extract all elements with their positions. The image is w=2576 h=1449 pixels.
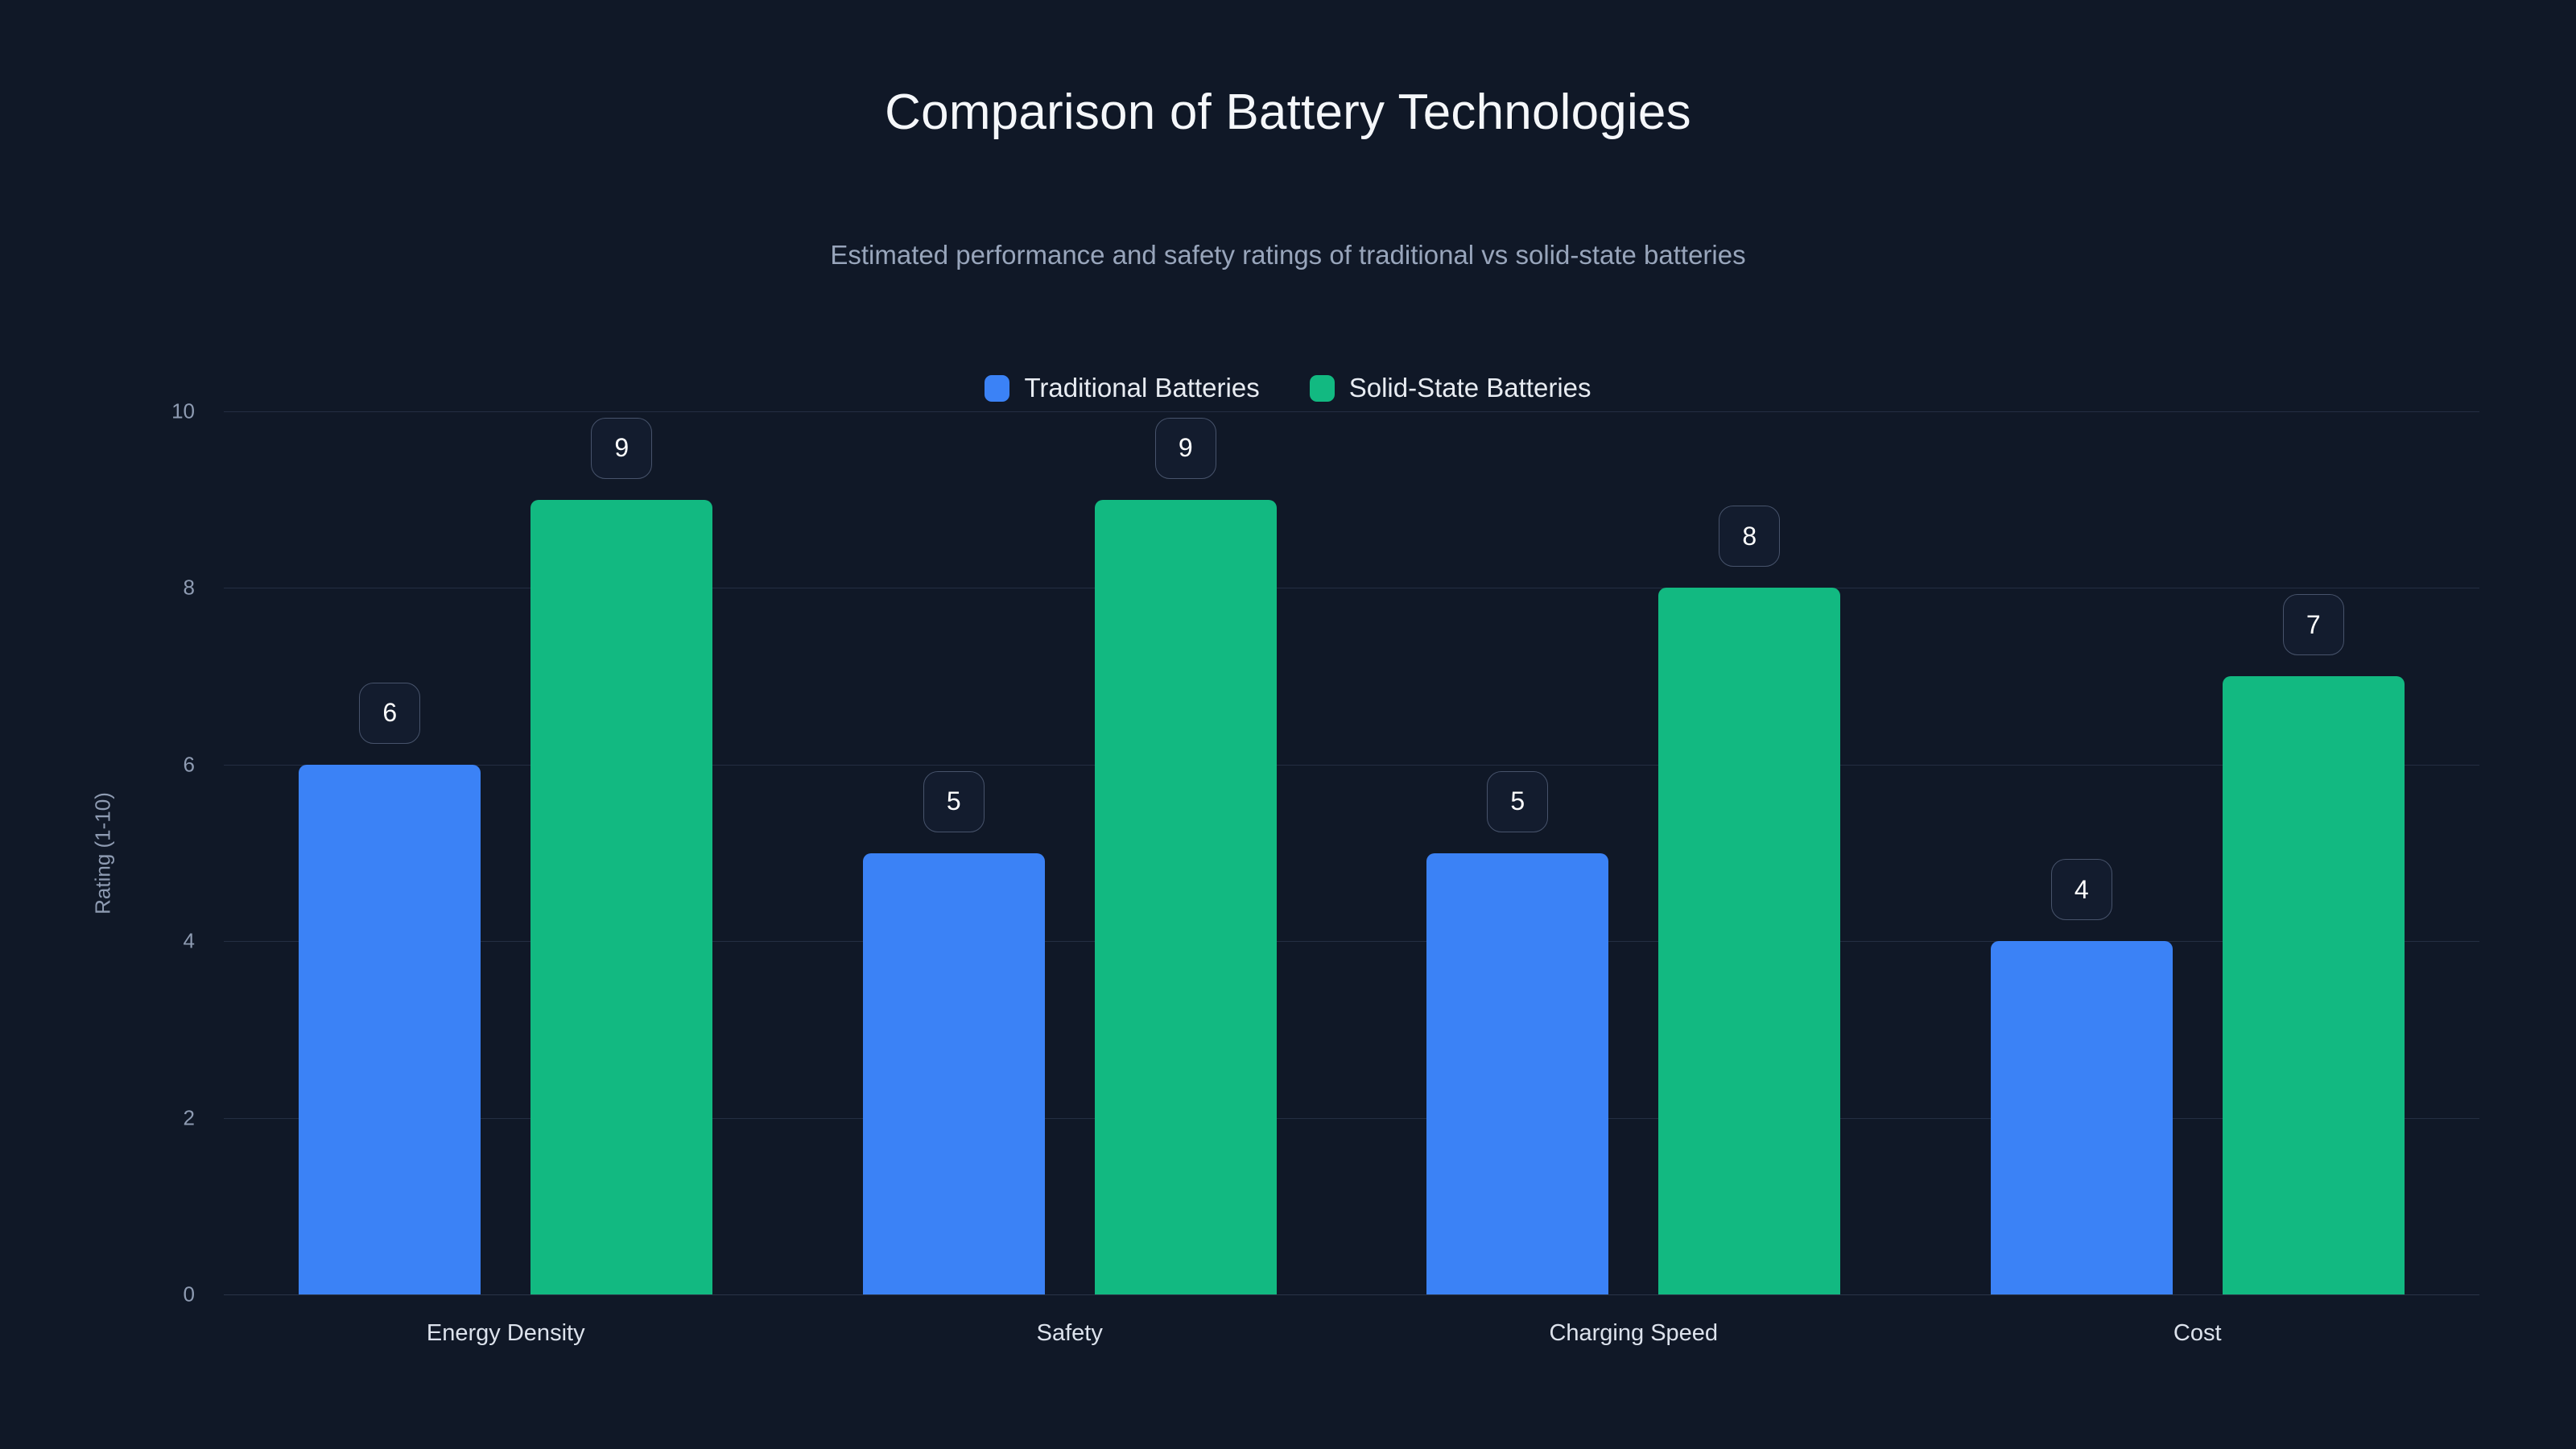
x-axis-category-label: Safety (1036, 1320, 1103, 1346)
gridline (224, 411, 2479, 412)
bar[interactable] (1426, 852, 1609, 1294)
bar-series-layer: 6 9 5 9 5 8 4 7 (224, 411, 2479, 1294)
chart-title: Comparison of Battery Technologies (885, 85, 1691, 140)
x-axis-category-labels: Energy Density Safety Charging Speed Cost (224, 1320, 2479, 1368)
bar-value-label: 6 (359, 682, 421, 744)
bar-value-label: 5 (1487, 770, 1549, 832)
bar[interactable] (1990, 941, 2173, 1294)
bar-value-label: 8 (1719, 506, 1781, 568)
y-axis-tick-labels: 10 8 6 4 2 0 (0, 399, 224, 1307)
y-axis-tick-label: 8 (183, 575, 195, 600)
bar-value-label: 5 (923, 770, 985, 832)
bar-value-label: 9 (591, 417, 653, 479)
y-axis-title: Rating (1-10) (90, 792, 115, 914)
chart-legend: Traditional Batteries Solid-State Batteri… (0, 373, 2576, 403)
x-axis-category-label: Cost (2173, 1320, 2222, 1346)
legend-label: Solid-State Batteries (1348, 373, 1591, 402)
bar-value-label: 7 (2282, 594, 2344, 656)
legend-color-swatch (985, 374, 1010, 402)
gridline (224, 941, 2479, 943)
legend-label: Traditional Batteries (1024, 373, 1260, 402)
y-axis-tick-label: 10 (171, 398, 195, 423)
x-axis-category-label: Charging Speed (1549, 1320, 1719, 1346)
bar[interactable] (530, 499, 713, 1294)
bar[interactable] (1094, 499, 1277, 1294)
gridline (224, 1117, 2479, 1119)
bar-value-label: 4 (2050, 859, 2112, 921)
legend-item[interactable]: Traditional Batteries (985, 373, 1260, 403)
plot-area: 6 9 5 9 5 8 4 7 (224, 411, 2479, 1295)
gridline (224, 764, 2479, 766)
y-axis-tick-label: 4 (183, 928, 195, 953)
legend-item[interactable]: Solid-State Batteries (1309, 373, 1591, 403)
bar[interactable] (862, 852, 1045, 1294)
y-axis-tick-label: 6 (183, 752, 195, 777)
bar[interactable] (1658, 588, 1841, 1294)
y-axis-tick-label: 0 (183, 1282, 195, 1307)
gridline (224, 1294, 2479, 1295)
y-axis-tick-label: 2 (183, 1105, 195, 1130)
chart-subtitle: Estimated performance and safety ratings… (830, 240, 1746, 270)
bar-value-label: 9 (1154, 417, 1216, 479)
bar[interactable] (2222, 676, 2405, 1294)
x-axis-category-label: Energy Density (426, 1320, 585, 1346)
legend-color-swatch (1309, 374, 1335, 402)
bar[interactable] (299, 764, 481, 1294)
